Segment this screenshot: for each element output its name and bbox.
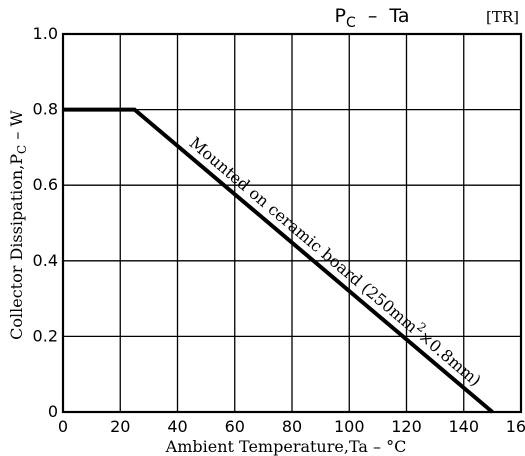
y-tick-labels: 0 0.2 0.4 0.6 0.8 1.0: [33, 24, 58, 421]
y-tick-label: 0.8: [33, 100, 58, 119]
y-tick-label: 0.6: [33, 175, 58, 194]
y-axis-label-subscript: C: [15, 145, 29, 154]
x-tick-label: 160: [506, 417, 525, 436]
y-tick-label: 0.2: [33, 326, 58, 345]
y-axis-label: Collector Dissipation,PC – W: [7, 110, 29, 340]
y-tick-label: 0: [48, 402, 58, 421]
chart-title: PC – Ta: [334, 5, 409, 31]
plot-frame: [61, 32, 523, 414]
x-tick-label: 60: [225, 417, 245, 436]
title-subscript: C: [346, 15, 356, 31]
x-tick-label: 40: [167, 417, 187, 436]
x-tick-label: 0: [58, 417, 68, 436]
x-tick-labels: 0 20 40 60 80 100 120 140 160: [58, 417, 525, 436]
y-axis-label-main: Collector Dissipation,P: [7, 154, 26, 340]
x-tick-label: 80: [282, 417, 302, 436]
x-tick-label: 120: [391, 417, 422, 436]
x-axis-label: Ambient Temperature,Ta – °C: [165, 437, 407, 456]
x-tick-label: 100: [334, 417, 365, 436]
x-tick-label: 20: [110, 417, 130, 436]
x-tick-label: 140: [448, 417, 479, 436]
chart-tag: [TR]: [486, 8, 519, 26]
title-symbol: P: [334, 5, 345, 27]
y-tick-label: 0.4: [33, 251, 58, 270]
grid: [63, 34, 521, 412]
y-tick-label: 1.0: [33, 24, 58, 43]
annotation-main: Mounted on ceramic board (250mm: [186, 133, 422, 336]
series-line: [63, 107, 494, 414]
series: [63, 107, 494, 414]
y-axis-label-unit: – W: [7, 110, 26, 145]
title-rest: – Ta: [356, 5, 410, 27]
